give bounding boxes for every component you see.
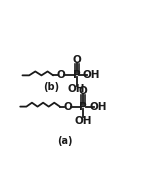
Text: P: P bbox=[79, 102, 87, 112]
Text: P: P bbox=[73, 70, 80, 80]
Text: OH: OH bbox=[90, 102, 107, 112]
Text: O: O bbox=[79, 86, 88, 96]
Text: O: O bbox=[63, 102, 72, 112]
Text: O: O bbox=[57, 70, 65, 80]
Text: OH: OH bbox=[75, 115, 92, 125]
Text: (b): (b) bbox=[43, 82, 59, 92]
Text: OH: OH bbox=[83, 70, 100, 80]
Text: (a): (a) bbox=[57, 136, 73, 146]
Text: OH: OH bbox=[68, 84, 85, 94]
Text: O: O bbox=[72, 55, 81, 65]
